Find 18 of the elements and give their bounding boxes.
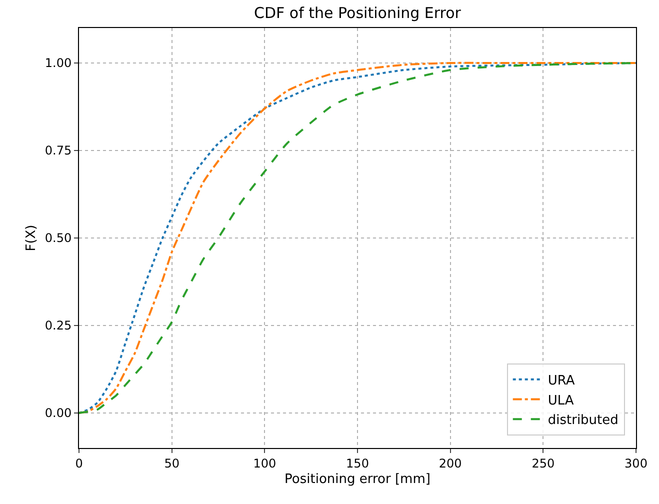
y-tick-label: 0.75 — [44, 144, 72, 158]
x-tick-label: 50 — [164, 456, 180, 470]
x-tick-label: 300 — [624, 456, 648, 470]
x-tick-label: 100 — [253, 456, 276, 470]
y-tick-label: 0.00 — [44, 406, 72, 420]
legend-label: ULA — [548, 393, 574, 408]
y-axis-title: F(X) — [24, 224, 39, 252]
y-tick-label: 0.50 — [44, 231, 72, 246]
x-tick-label: 250 — [532, 456, 555, 470]
x-tick-label: 0 — [75, 456, 83, 470]
legend-label: distributed — [548, 413, 618, 428]
x-tick-label: 150 — [346, 456, 369, 470]
x-axis-title: Positioning error [mm] — [284, 472, 430, 487]
y-tick-label: 1.00 — [44, 56, 72, 70]
legend-label: URA — [548, 373, 575, 388]
x-tick-label: 200 — [438, 456, 462, 470]
y-tick-label: 0.25 — [44, 318, 72, 333]
chart-title: CDF of the Positioning Error — [254, 4, 462, 22]
